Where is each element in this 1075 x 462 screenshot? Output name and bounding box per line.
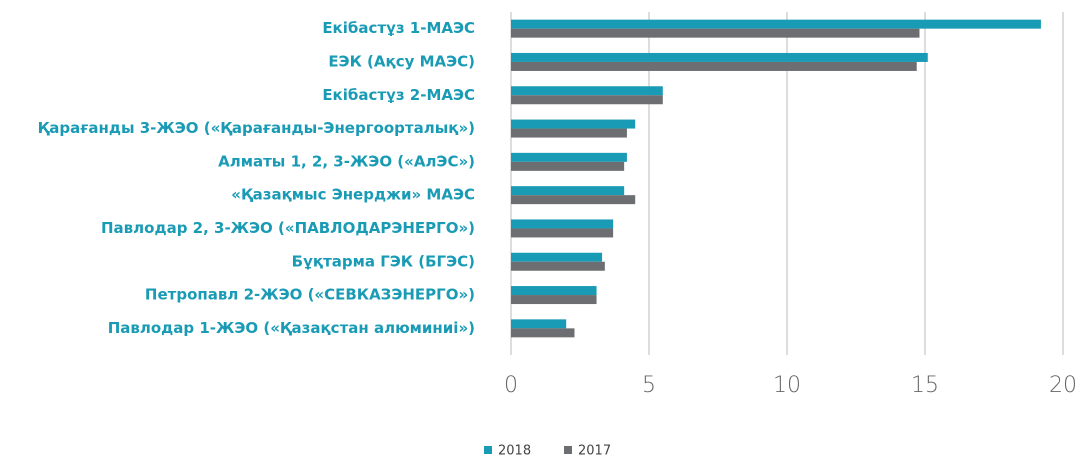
bar	[511, 95, 663, 105]
y-tick-label: Бұқтарма ГЭК (БГЭС)	[292, 252, 475, 270]
legend-label: 2018	[498, 444, 531, 459]
bar	[511, 195, 636, 205]
y-tick-label: ЕЭК (Ақсу МАЭС)	[328, 52, 475, 70]
bar	[511, 28, 920, 38]
x-tick-label: 20	[1049, 373, 1075, 398]
y-tick-label: «Қазақмыс Энерджи» МАЭС	[231, 186, 475, 204]
y-tick-label: Павлодар 1-ЖЭО («Қазақстан алюминиі»)	[108, 319, 475, 337]
y-tick-label: Петропавл 2-ЖЭО («СЕВКАЗЭНЕРГО»)	[145, 286, 475, 304]
bar	[511, 219, 614, 229]
bar	[511, 19, 1041, 29]
bar	[511, 286, 597, 296]
bar	[511, 319, 567, 329]
bar	[511, 252, 603, 262]
x-tick-label: 15	[911, 373, 939, 398]
y-tick-label: Алматы 1, 2, 3-ЖЭО («АлЭС»)	[218, 152, 475, 170]
legend-swatch	[484, 446, 492, 454]
x-tick-label: 5	[642, 373, 656, 398]
bar	[511, 328, 575, 338]
x-tick-label: 10	[773, 373, 801, 398]
bar	[511, 152, 627, 162]
bar	[511, 61, 917, 71]
bar	[511, 261, 605, 271]
legend-swatch	[564, 446, 572, 454]
bar	[511, 86, 663, 96]
bar	[511, 128, 627, 138]
y-tick-label: Екібастұз 1-МАЭС	[322, 19, 475, 37]
bar	[511, 295, 597, 305]
legend-label: 2017	[578, 444, 611, 459]
bar	[511, 161, 625, 171]
y-tick-label: Қарағанды 3-ЖЭО («Қарағанды-Энергоорталы…	[38, 119, 475, 137]
bar	[511, 186, 625, 196]
bar	[511, 228, 614, 238]
y-tick-label: Павлодар 2, 3-ЖЭО («ПАВЛОДАРЭНЕРГО»)	[101, 219, 475, 237]
x-tick-label: 0	[504, 373, 518, 398]
bar	[511, 52, 928, 62]
bar	[511, 119, 636, 129]
y-tick-label: Екібастұз 2-МАЭС	[322, 86, 475, 104]
